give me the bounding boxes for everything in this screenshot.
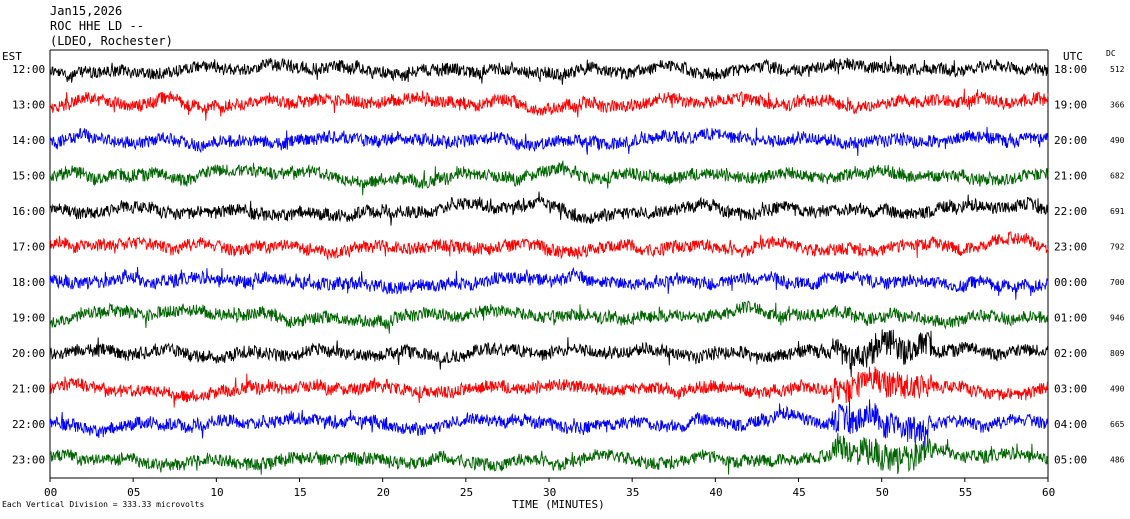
dc-value: 700: [1110, 278, 1125, 287]
x-tick-label: 45: [793, 486, 806, 499]
x-tick-label: 00: [44, 486, 57, 499]
utc-label: 04:00: [1054, 418, 1087, 431]
trace-2200: [49, 399, 1049, 450]
dc-value: 490: [1110, 136, 1125, 145]
est-label: 23:00: [12, 454, 45, 467]
est-label: 15:00: [12, 170, 45, 183]
utc-label: 03:00: [1054, 383, 1087, 396]
dc-column-title: DC: [1106, 49, 1116, 58]
trace-2000: [49, 329, 1049, 378]
est-label: 17:00: [12, 241, 45, 254]
est-label: 14:00: [12, 134, 45, 147]
trace-2100: [49, 366, 1049, 408]
utc-label: 19:00: [1054, 99, 1087, 112]
utc-label: 02:00: [1054, 347, 1087, 360]
header: Jan15,2026 ROC HHE LD -- (LDEO, Rocheste…: [50, 4, 173, 49]
trace-1500: [49, 160, 1049, 196]
dc-value: 792: [1110, 243, 1125, 252]
dc-value: 691: [1110, 207, 1125, 216]
x-axis-title: TIME (MINUTES): [512, 498, 605, 511]
x-tick-label: 55: [959, 486, 972, 499]
utc-label: 22:00: [1054, 205, 1087, 218]
x-tick-label: 60: [1042, 486, 1055, 499]
scale-note: Each Vertical Division = 333.33 microvol…: [2, 500, 204, 509]
x-tick-label: 25: [460, 486, 473, 499]
utc-label: 01:00: [1054, 312, 1087, 325]
plot-frame: [49, 49, 1049, 482]
utc-label: 18:00: [1054, 63, 1087, 76]
est-label: 22:00: [12, 418, 45, 431]
x-tick-label: 10: [210, 486, 223, 499]
dc-value: 946: [1110, 314, 1125, 323]
est-label: 18:00: [12, 276, 45, 289]
est-label: 20:00: [12, 347, 45, 360]
utc-label: 00:00: [1054, 276, 1087, 289]
trace-1400: [49, 126, 1049, 157]
utc-label: 23:00: [1054, 241, 1087, 254]
utc-label: 20:00: [1054, 134, 1087, 147]
est-label: 16:00: [12, 205, 45, 218]
est-label: 12:00: [12, 63, 45, 76]
x-tick-label: 20: [377, 486, 390, 499]
x-tick-label: 35: [626, 486, 639, 499]
est-label: 19:00: [12, 312, 45, 325]
dc-value: 486: [1110, 456, 1125, 465]
dc-value: 512: [1110, 65, 1125, 74]
x-tick-label: 15: [294, 486, 307, 499]
header-station: ROC HHE LD --: [50, 19, 144, 33]
dc-value: 366: [1110, 101, 1125, 110]
trace-1800: [49, 266, 1049, 300]
dc-value: 682: [1110, 172, 1125, 181]
est-axis-title: EST: [2, 50, 22, 63]
utc-label: 05:00: [1054, 454, 1087, 467]
trace-1900: [49, 300, 1049, 334]
dc-value: 490: [1110, 385, 1125, 394]
header-date: Jan15,2026: [50, 4, 123, 18]
x-tick-label: 50: [876, 486, 889, 499]
dc-value: 809: [1110, 349, 1125, 358]
est-label: 13:00: [12, 99, 45, 112]
trace-1600: [49, 191, 1049, 226]
trace-1700: [49, 231, 1049, 261]
est-label: 21:00: [12, 383, 45, 396]
utc-label: 21:00: [1054, 170, 1087, 183]
utc-axis-title: UTC: [1063, 50, 1083, 63]
dc-value: 665: [1110, 420, 1125, 429]
scale-note-text: Each Vertical Division = 333.33 microvol…: [2, 500, 205, 509]
trace-1300: [49, 88, 1049, 121]
trace-2300: [49, 432, 1049, 475]
x-tick-label: 30: [543, 486, 556, 499]
x-tick-label: 05: [127, 486, 140, 499]
axis-labels: EST UTC DC TIME (MINUTES) 12:00 18:00 512 1…: [2, 49, 1125, 511]
trace-layer: [49, 55, 1049, 475]
x-tick-label: 40: [709, 486, 722, 499]
header-network: (LDEO, Rochester): [50, 34, 173, 48]
trace-1200: [49, 55, 1049, 85]
